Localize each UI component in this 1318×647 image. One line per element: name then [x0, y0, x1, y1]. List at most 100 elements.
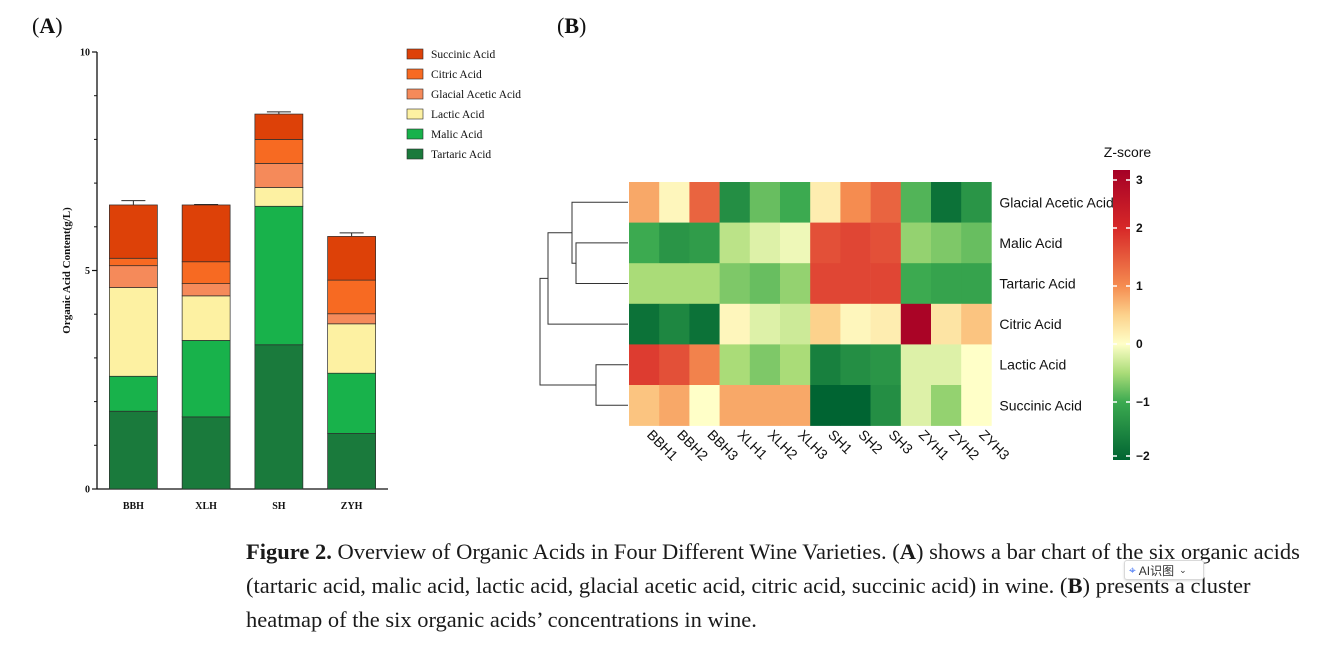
x-tick-label: ZYH — [341, 501, 363, 512]
bar-chart-legend: Succinic Acid Citric Acid Glacial Acetic A… — [406, 48, 521, 161]
caption-panel-a-ref: A — [899, 539, 916, 564]
bar-segment — [109, 287, 158, 377]
bar-segment — [254, 163, 304, 188]
legend-swatch — [406, 148, 424, 160]
heatmap-cell — [961, 344, 992, 386]
colorbar-tick-label: 0 — [1136, 337, 1143, 351]
heatmap-cell — [870, 385, 902, 426]
heatmap-cell — [749, 182, 781, 223]
colorbar-tick-label: −2 — [1136, 449, 1150, 463]
heatmap-cell — [719, 303, 751, 345]
heatmap-cell — [719, 385, 751, 426]
zscore-colorbar: Z-score 3 2 1 0 −1 −2 — [1104, 144, 1152, 463]
bar-segment — [109, 257, 158, 267]
heatmap-cell — [900, 344, 932, 386]
heatmap-row-label: Succinic Acid — [999, 397, 1081, 413]
heatmap-column-label: XLH2 — [765, 426, 801, 462]
heatmap-cell — [780, 344, 811, 386]
ai-recognize-badge[interactable]: ⌖ AI识图 ⌄ — [1124, 560, 1204, 580]
legend-swatch — [406, 88, 424, 100]
bar-segment — [181, 340, 231, 418]
heatmap-cell — [719, 263, 751, 305]
heatmap-row-label: Citric Acid — [999, 316, 1061, 332]
heatmap-cell — [931, 182, 962, 223]
heatmap-cell — [659, 222, 690, 264]
heatmap-cell — [931, 263, 962, 305]
heatmap-column-label: XLH1 — [735, 426, 771, 462]
x-tick-label: SH — [272, 501, 286, 512]
heatmap-cell — [840, 303, 871, 345]
heatmap-cell — [749, 263, 781, 305]
heatmap-cell — [870, 263, 902, 305]
cluster-heatmap: Glacial Acetic Acid Malic Acid Tartaric Ac… — [539, 144, 1152, 464]
heatmap-column-label: XLH3 — [795, 426, 831, 462]
panel-b-label: (B) — [557, 13, 586, 38]
heatmap-column-label: ZYH2 — [946, 426, 983, 463]
heatmap-cell — [659, 385, 690, 426]
heatmap-cell — [659, 182, 690, 223]
legend-label: Citric Acid — [431, 69, 482, 81]
heatmap-cell — [810, 385, 841, 426]
bar-segment — [181, 295, 231, 341]
y-axis-title: Organic Acid Content(g/L) — [61, 207, 73, 334]
dendrogram-branch — [595, 364, 628, 406]
heatmap-cell — [931, 303, 962, 345]
heatmap-cell — [961, 263, 992, 305]
heatmap-cell — [689, 182, 720, 223]
heatmap-cell — [659, 263, 690, 305]
bar-segment — [181, 204, 231, 263]
heatmap-row-label: Tartaric Acid — [999, 276, 1075, 292]
bar-segment — [254, 187, 304, 207]
heatmap-cell — [780, 385, 811, 426]
heatmap-cell — [810, 303, 841, 345]
panel-b-letter: B — [564, 13, 579, 38]
heatmap-cell — [900, 222, 932, 264]
heatmap-cell — [719, 344, 751, 386]
chevron-down-icon: ⌄ — [1179, 564, 1187, 575]
panel-a-label: (A) — [32, 13, 63, 38]
heatmap-cell — [900, 385, 932, 426]
stacked-bar-chart: 0 5 10 Organic Acid Content(g/L) BBH XLH SH ZYH… — [61, 48, 521, 513]
heatmap-column-label: SH2 — [855, 426, 886, 457]
figure-caption: Figure 2. Overview of Organic Acids in F… — [246, 535, 1306, 637]
y-tick-label: 10 — [80, 48, 90, 59]
heatmap-cell — [749, 303, 781, 345]
heatmap-cell — [870, 182, 902, 223]
heatmap-cell — [780, 222, 811, 264]
heatmap-column-label: BBH3 — [704, 426, 741, 463]
y-tick-label: 5 — [85, 266, 90, 277]
bar-segment — [109, 410, 158, 490]
legend-label: Lactic Acid — [431, 109, 485, 121]
heatmap-cell — [840, 344, 871, 386]
heatmap-cell — [961, 222, 992, 264]
heatmap-cell — [780, 303, 811, 345]
heatmap-cell — [961, 303, 992, 345]
colorbar-tick-label: 1 — [1136, 279, 1143, 293]
heatmap-cell — [961, 385, 992, 426]
heatmap-cell — [689, 344, 720, 386]
colorbar-title: Z-score — [1104, 144, 1152, 160]
bar-segment — [254, 139, 304, 164]
heatmap-cell — [810, 263, 841, 305]
heatmap-cell — [719, 182, 751, 223]
panel-a-letter: A — [39, 13, 55, 38]
caption-panel-b-ref: B — [1067, 573, 1083, 598]
legend-label: Glacial Acetic Acid — [431, 89, 521, 101]
heatmap-cell — [780, 263, 811, 305]
heatmap-cell — [900, 182, 932, 223]
heatmap-cell — [810, 222, 841, 264]
bar-segment — [327, 323, 376, 374]
heatmap-cell — [689, 222, 720, 264]
legend-swatch — [406, 108, 424, 120]
row-dendrogram — [539, 201, 628, 406]
heatmap-cell — [689, 263, 720, 305]
legend-swatch — [406, 48, 424, 60]
caption-text-2: ) shows a bar chart of the six organic a… — [246, 539, 1300, 598]
heatmap-column-label: SH1 — [825, 426, 856, 457]
heatmap-cell — [931, 222, 962, 264]
heatmap-row-label: Malic Acid — [999, 235, 1062, 251]
bar-segment — [254, 344, 304, 490]
heatmap-cell — [961, 182, 992, 223]
dendrogram-branch — [539, 277, 596, 386]
y-tick-label: 0 — [85, 485, 90, 496]
